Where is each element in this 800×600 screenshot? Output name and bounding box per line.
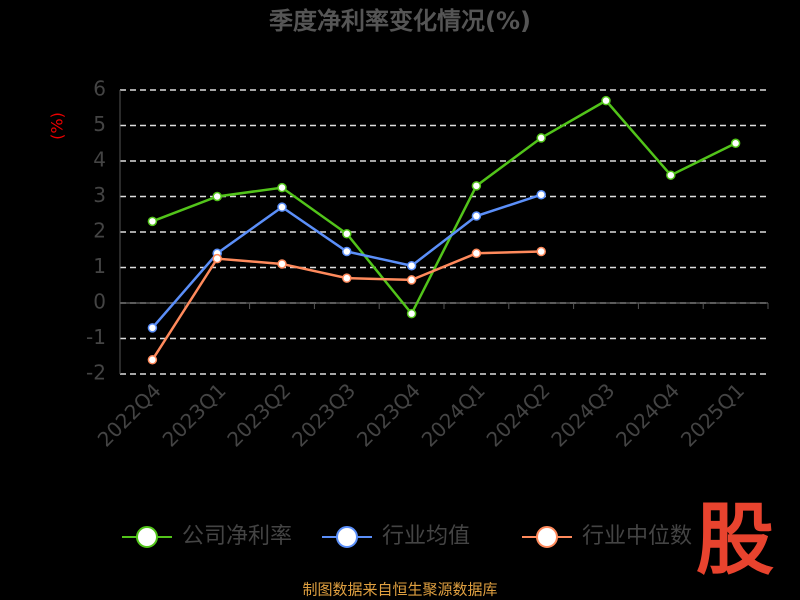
y-tick-label: 0	[93, 290, 106, 314]
series-line	[151, 99, 737, 316]
legend-label: 公司净利率	[182, 524, 292, 549]
logo: 股	[696, 495, 774, 585]
data-point	[147, 216, 158, 227]
data-point	[277, 182, 287, 193]
legend-marker	[336, 526, 358, 548]
data-point	[147, 355, 158, 365]
data-point	[471, 211, 482, 221]
data-point	[212, 253, 222, 264]
y-tick-label: -1	[86, 325, 106, 349]
y-tick-label: 3	[93, 183, 106, 207]
chart-title: 季度净利率变化情况(%)	[269, 7, 531, 35]
y-tick-label: 5	[93, 112, 106, 136]
legend-label: 行业均值	[382, 524, 470, 549]
data-point	[536, 133, 546, 143]
y-tick-label: 4	[93, 148, 106, 172]
data-point	[277, 202, 287, 212]
data-point	[406, 308, 417, 319]
data-point	[277, 259, 287, 269]
data-point	[406, 275, 417, 285]
legend-label: 行业中位数	[582, 524, 692, 549]
data-point	[601, 95, 611, 106]
source-note: 制图数据来自恒生聚源数据库	[302, 581, 497, 599]
data-point	[536, 246, 546, 257]
data-point	[471, 248, 482, 259]
data-point	[536, 189, 546, 200]
data-point	[471, 181, 482, 191]
data-point	[212, 191, 222, 202]
data-point	[342, 273, 352, 283]
y-tick-label: -2	[86, 361, 106, 385]
data-point	[730, 138, 741, 148]
y-tick-label: 6	[93, 77, 106, 101]
y-axis-label: (%)	[48, 112, 67, 140]
data-point	[147, 323, 158, 333]
y-tick-label: 2	[93, 219, 106, 243]
legend-marker	[136, 526, 158, 548]
data-point	[342, 246, 352, 257]
data-point	[406, 260, 417, 271]
data-point	[342, 229, 352, 239]
legend-marker	[536, 526, 558, 548]
y-tick-label: 1	[93, 254, 106, 278]
data-point	[666, 170, 676, 180]
